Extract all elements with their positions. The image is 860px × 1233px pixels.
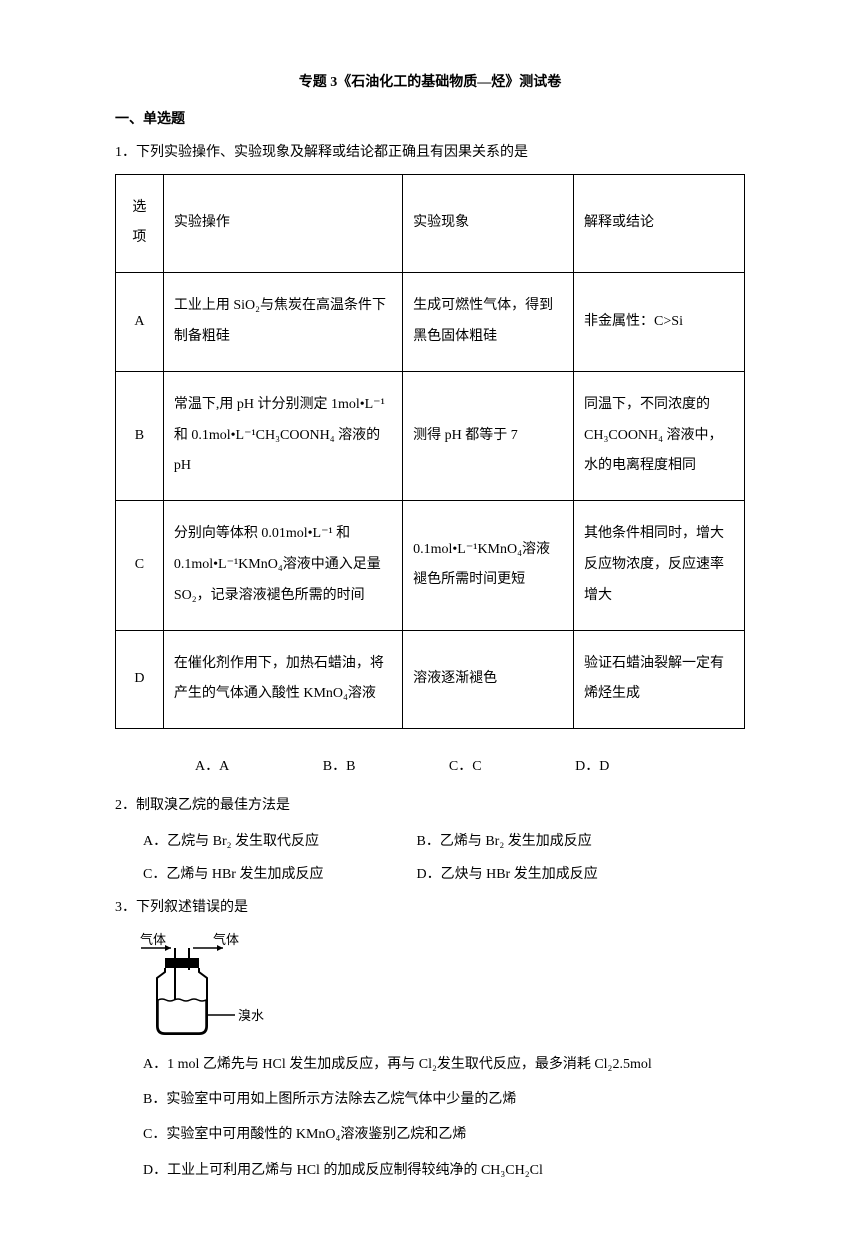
header-phenomenon: 实验现象 (403, 174, 574, 273)
gas-washing-bottle-icon: 气体 气体 溴水 (135, 930, 305, 1040)
row-a-option: A (116, 273, 164, 372)
table-row: A 工业上用 SiO₂与焦炭在高温条件下制备粗硅 生成可燃性气体，得到黑色固体粗… (116, 273, 745, 372)
table-row: C 分别向等体积 0.01mol•L⁻¹ 和0.1mol•L⁻¹KMnO₄溶液中… (116, 501, 745, 630)
row-a-operation: 工业上用 SiO₂与焦炭在高温条件下制备粗硅 (163, 273, 402, 372)
header-operation: 实验操作 (163, 174, 402, 273)
q2-option-d: D．乙炔与 HBr 发生加成反应 (417, 862, 598, 887)
q1-stem: 1．下列实验操作、实验现象及解释或结论都正确且有因果关系的是 (115, 140, 745, 165)
row-d-phenomenon: 溶液逐渐褪色 (403, 630, 574, 729)
q1-answer-options: A．A B．B C．C D．D (115, 754, 745, 779)
row-d-conclusion: 验证石蜡油裂解一定有烯烃生成 (574, 630, 745, 729)
row-d-option: D (116, 630, 164, 729)
row-b-option: B (116, 371, 164, 500)
row-b-conclusion: 同温下，不同浓度的CH₃COONH₄ 溶液中，水的电离程度相同 (574, 371, 745, 500)
row-c-phenomenon: 0.1mol•L⁻¹KMnO₄溶液褪色所需时间更短 (403, 501, 574, 630)
q3-option-a: A．1 mol 乙烯先与 HCl 发生加成反应，再与 Cl₂发生取代反应，最多消… (115, 1052, 745, 1077)
row-b-operation: 常温下,用 pH 计分别测定 1mol•L⁻¹和 0.1mol•L⁻¹CH₃CO… (163, 371, 402, 500)
gas-in-label: 气体 (140, 932, 166, 947)
q3-option-d: D．工业上可利用乙烯与 HCl 的加成反应制得较纯净的 CH₃CH₂Cl (115, 1158, 745, 1183)
q1-option-a: A．A (195, 754, 229, 779)
row-c-conclusion: 其他条件相同时，增大反应物浓度，反应速率增大 (574, 501, 745, 630)
row-c-option: C (116, 501, 164, 630)
q2-option-a: A．乙烷与 Br₂ 发生取代反应 (143, 829, 413, 854)
row-c-operation: 分别向等体积 0.01mol•L⁻¹ 和0.1mol•L⁻¹KMnO₄溶液中通入… (163, 501, 402, 630)
section-heading: 一、单选题 (115, 107, 745, 132)
gas-out-label: 气体 (213, 932, 239, 947)
q2-option-b: B．乙烯与 Br₂ 发生加成反应 (417, 829, 592, 854)
q3-option-b: B．实验室中可用如上图所示方法除去乙烷气体中少量的乙烯 (115, 1087, 745, 1112)
table-row: D 在催化剂作用下，加热石蜡油，将产生的气体通入酸性 KMnO₄溶液 溶液逐渐褪… (116, 630, 745, 729)
q3-option-c: C．实验室中可用酸性的 KMnO₄溶液鉴别乙烷和乙烯 (115, 1122, 745, 1147)
row-b-phenomenon: 测得 pH 都等于 7 (403, 371, 574, 500)
row-a-phenomenon: 生成可燃性气体，得到黑色固体粗硅 (403, 273, 574, 372)
row-a-conclusion: 非金属性：C>Si (574, 273, 745, 372)
q2-options-row1: A．乙烷与 Br₂ 发生取代反应 B．乙烯与 Br₂ 发生加成反应 (115, 829, 745, 854)
row-d-operation: 在催化剂作用下，加热石蜡油，将产生的气体通入酸性 KMnO₄溶液 (163, 630, 402, 729)
q1-option-b: B．B (323, 754, 356, 779)
q2-stem: 2．制取溴乙烷的最佳方法是 (115, 793, 745, 818)
liquid-label: 溴水 (238, 1008, 264, 1023)
page-title: 专题 3《石油化工的基础物质—烃》测试卷 (115, 70, 745, 95)
q3-stem: 3．下列叙述错误的是 (115, 895, 745, 920)
header-option: 选项 (116, 174, 164, 273)
q1-option-d: D．D (575, 754, 609, 779)
q3-diagram: 气体 气体 溴水 (135, 930, 745, 1040)
q2-option-c: C．乙烯与 HBr 发生加成反应 (143, 862, 413, 887)
q2-options-row2: C．乙烯与 HBr 发生加成反应 D．乙炔与 HBr 发生加成反应 (115, 862, 745, 887)
q1-option-c: C．C (449, 754, 482, 779)
table-row: B 常温下,用 pH 计分别测定 1mol•L⁻¹和 0.1mol•L⁻¹CH₃… (116, 371, 745, 500)
table-header-row: 选项 实验操作 实验现象 解释或结论 (116, 174, 745, 273)
q1-table: 选项 实验操作 实验现象 解释或结论 A 工业上用 SiO₂与焦炭在高温条件下制… (115, 174, 745, 730)
header-conclusion: 解释或结论 (574, 174, 745, 273)
